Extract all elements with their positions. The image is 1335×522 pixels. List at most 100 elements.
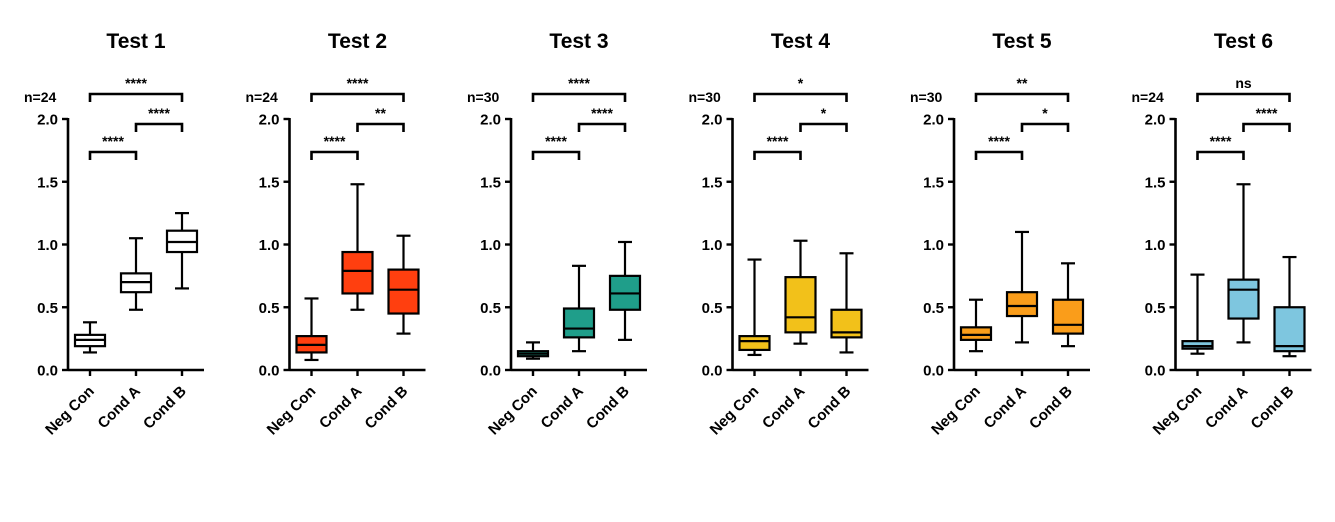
bracket-line — [1020, 122, 1070, 132]
significance-bracket-0: **** — [310, 133, 359, 160]
significance-bracket-0: **** — [753, 133, 802, 160]
y-tick-label: 1.0 — [480, 237, 501, 254]
bracket-line — [1196, 150, 1245, 160]
significance-bracket-2: **** — [88, 75, 184, 102]
significance-bracket-0: **** — [531, 133, 581, 160]
significance-label: ns — [1235, 75, 1252, 91]
significance-bracket-2: **** — [531, 75, 627, 102]
significance-label: **** — [591, 105, 613, 121]
significance-bracket-0: **** — [974, 133, 1024, 160]
significance-label: ** — [375, 105, 386, 121]
significance-label: **** — [1256, 105, 1278, 121]
box-iqr — [738, 335, 771, 352]
y-tick-label: 0.0 — [1145, 363, 1166, 380]
y-tick-label: 0.0 — [923, 363, 944, 380]
y-tick-label: 0.0 — [259, 363, 280, 380]
box-1 — [784, 239, 817, 345]
y-tick-label: 1.5 — [1145, 174, 1166, 191]
significance-label: **** — [988, 133, 1010, 149]
x-tick-label: Neg Con — [928, 383, 984, 439]
x-tick-label: Cond B — [583, 383, 633, 433]
x-tick-label: Cond A — [1202, 383, 1251, 432]
n-label: n=24 — [1132, 89, 1165, 105]
bracket-line — [1242, 122, 1291, 132]
y-tick-label: 1.5 — [259, 174, 280, 191]
y-tick-label: 1.0 — [702, 237, 723, 254]
significance-bracket-0: **** — [1196, 133, 1245, 160]
x-tick-label: Cond B — [1026, 383, 1076, 433]
box-0 — [1181, 273, 1214, 355]
box-1 — [1005, 230, 1039, 344]
box-0 — [516, 341, 550, 360]
n-label: n=30 — [689, 89, 722, 105]
x-tick-label: Cond A — [980, 383, 1029, 432]
box-0 — [295, 297, 328, 362]
n-label: n=24 — [246, 89, 279, 105]
significance-bracket-2: **** — [310, 75, 405, 102]
n-label: n=24 — [24, 89, 57, 105]
panel-title: Test 2 — [328, 30, 387, 53]
x-tick-label: Cond B — [1248, 383, 1298, 433]
significance-bracket-1: **** — [134, 105, 184, 132]
significance-label: **** — [125, 75, 147, 91]
box-0 — [959, 298, 993, 353]
significance-label: **** — [148, 105, 170, 121]
significance-label: * — [798, 75, 804, 91]
significance-bracket-1: * — [799, 105, 848, 132]
x-tick-label: Neg Con — [707, 383, 763, 439]
significance-label: **** — [767, 133, 789, 149]
bracket-line — [310, 150, 359, 160]
significance-label: * — [821, 105, 827, 121]
bracket-line — [134, 122, 184, 132]
y-tick-label: 2.0 — [1145, 112, 1166, 129]
y-tick-label: 0.0 — [37, 363, 58, 380]
box-2 — [608, 240, 642, 341]
box-2 — [1051, 262, 1085, 348]
significance-label: **** — [568, 75, 590, 91]
y-tick-label: 0.0 — [480, 363, 501, 380]
y-tick-label: 2.0 — [37, 112, 58, 129]
y-tick-label: 0.5 — [1145, 300, 1166, 317]
box-1 — [1227, 183, 1260, 344]
x-tick-label: Cond A — [759, 383, 808, 432]
box-0 — [738, 258, 771, 357]
box-iqr — [1005, 291, 1039, 318]
significance-bracket-0: **** — [88, 133, 138, 160]
y-tick-label: 0.0 — [702, 363, 723, 380]
box-iqr — [1181, 340, 1214, 350]
x-tick-label: Neg Con — [42, 383, 98, 439]
x-tick-label: Cond B — [140, 383, 190, 433]
panel-title: Test 3 — [549, 30, 608, 53]
bracket-line — [1196, 92, 1291, 102]
x-tick-label: Neg Con — [485, 383, 541, 439]
box-iqr — [1051, 298, 1085, 335]
significance-label: * — [1042, 105, 1048, 121]
significance-bracket-1: * — [1020, 105, 1070, 132]
x-tick-label: Cond B — [805, 383, 855, 433]
y-tick-label: 1.0 — [37, 237, 58, 254]
bracket-line — [531, 92, 627, 102]
box-iqr — [1227, 278, 1260, 320]
y-tick-label: 2.0 — [702, 112, 723, 129]
box-2 — [165, 212, 199, 290]
bracket-line — [799, 122, 848, 132]
bracket-line — [753, 92, 848, 102]
x-tick-label: Cond A — [316, 383, 365, 432]
box-iqr — [959, 326, 993, 341]
box-2 — [387, 234, 420, 335]
significance-label: **** — [545, 133, 567, 149]
panel-title: Test 1 — [106, 30, 165, 53]
bracket-line — [974, 92, 1070, 102]
y-tick-label: 1.5 — [480, 174, 501, 191]
panel-title: Test 5 — [992, 30, 1051, 53]
significance-label: **** — [1210, 133, 1232, 149]
significance-label: **** — [102, 133, 124, 149]
significance-bracket-1: **** — [1242, 105, 1291, 132]
